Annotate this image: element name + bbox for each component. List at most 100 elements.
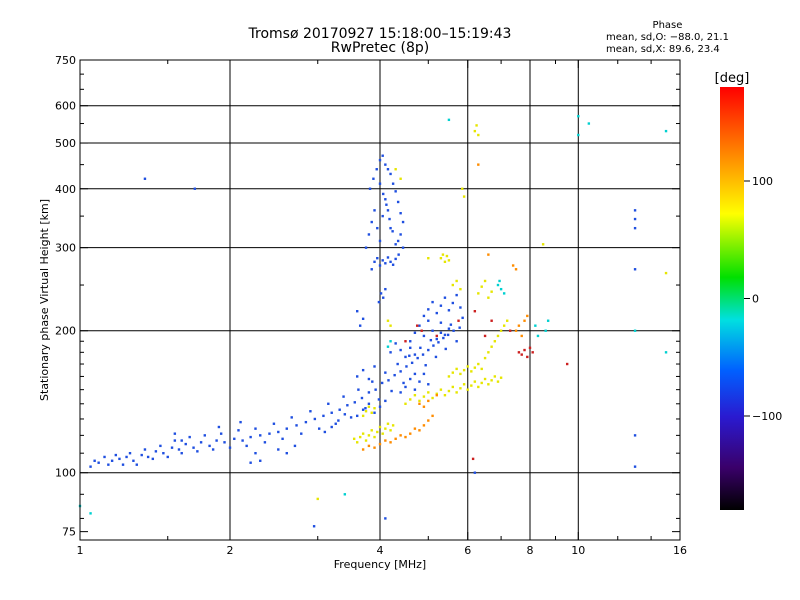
scatter-point bbox=[480, 367, 483, 371]
scatter-point bbox=[459, 287, 462, 291]
scatter-point bbox=[401, 220, 405, 224]
scatter-point bbox=[396, 239, 400, 243]
scatter-point bbox=[367, 405, 371, 408]
scatter-point bbox=[462, 383, 466, 386]
scatter-point bbox=[259, 434, 262, 437]
scatter-point bbox=[502, 292, 506, 295]
scatter-point bbox=[402, 381, 405, 385]
colorbar-label: [deg] bbox=[715, 71, 750, 86]
scatter-point bbox=[233, 437, 236, 441]
scatter-point bbox=[422, 395, 426, 398]
scatter-point bbox=[664, 351, 668, 354]
scatter-point bbox=[514, 329, 518, 332]
scatter-point bbox=[378, 239, 382, 243]
scatter-point bbox=[128, 451, 132, 455]
scatter-point bbox=[381, 259, 384, 262]
colorbar-tick-label: 100 bbox=[752, 175, 773, 188]
scatter-point bbox=[316, 497, 319, 501]
scatter-point bbox=[394, 257, 397, 261]
scatter-point bbox=[192, 446, 195, 449]
scatter-point bbox=[487, 296, 490, 299]
scatter-point bbox=[377, 398, 381, 401]
scatter-point bbox=[410, 361, 414, 365]
scatter-point bbox=[143, 177, 147, 180]
scatter-point bbox=[317, 427, 321, 430]
scatter-point bbox=[380, 381, 384, 385]
scatter-point bbox=[135, 463, 138, 466]
scatter-point bbox=[422, 372, 426, 376]
scatter-point bbox=[435, 392, 438, 395]
scatter-point bbox=[399, 391, 402, 394]
scatter-point bbox=[199, 441, 203, 444]
scatter-point bbox=[439, 331, 443, 334]
scatter-point bbox=[517, 324, 521, 327]
scatter-point bbox=[375, 168, 378, 171]
scatter-point bbox=[531, 351, 534, 354]
scatter-point bbox=[378, 182, 382, 185]
scatter-point bbox=[349, 416, 353, 419]
scatter-point bbox=[343, 413, 347, 416]
colorbar bbox=[720, 87, 744, 510]
scatter-point bbox=[427, 419, 430, 422]
scatter-point bbox=[154, 450, 158, 453]
scatter-point bbox=[103, 455, 106, 459]
scatter-point bbox=[343, 493, 347, 496]
scatter-point bbox=[577, 115, 580, 118]
phase-stats-header: Phase bbox=[652, 20, 683, 31]
scatter-point bbox=[381, 432, 384, 435]
scatter-point bbox=[388, 217, 391, 221]
scatter-point bbox=[445, 254, 449, 258]
scatter-point bbox=[487, 253, 490, 256]
scatter-point bbox=[434, 355, 438, 359]
scatter-point bbox=[360, 396, 364, 400]
scatter-point bbox=[458, 326, 461, 329]
scatter-point bbox=[633, 329, 637, 332]
scatter-point bbox=[170, 446, 174, 449]
scatter-point bbox=[330, 425, 333, 429]
scatter-point bbox=[107, 463, 110, 466]
scatter-point bbox=[396, 362, 399, 366]
scatter-point bbox=[396, 200, 400, 204]
scatter-point bbox=[508, 329, 512, 332]
scatter-point bbox=[377, 300, 381, 304]
scatter-point bbox=[373, 407, 376, 410]
scatter-point bbox=[451, 385, 455, 389]
scatter-point bbox=[473, 366, 477, 369]
scatter-point bbox=[381, 154, 384, 157]
scatter-point bbox=[384, 287, 387, 291]
scatter-point bbox=[633, 434, 637, 437]
scatter-point bbox=[587, 122, 591, 125]
scatter-point bbox=[470, 370, 473, 373]
scatter-point bbox=[394, 342, 397, 345]
scatter-point bbox=[496, 283, 500, 287]
scatter-point bbox=[355, 310, 359, 313]
scatter-point bbox=[446, 333, 450, 337]
scatter-point bbox=[390, 389, 393, 393]
scatter-point bbox=[313, 417, 317, 421]
scatter-point bbox=[461, 187, 464, 190]
scatter-point bbox=[435, 334, 438, 338]
scatter-point bbox=[447, 309, 451, 312]
scatter-point bbox=[496, 380, 500, 383]
scatter-point bbox=[376, 226, 379, 230]
scatter-point bbox=[401, 246, 405, 249]
scatter-point bbox=[544, 329, 547, 332]
scatter-point bbox=[422, 405, 426, 408]
scatter-point bbox=[304, 420, 308, 424]
scatter-point bbox=[327, 402, 330, 405]
scatter-point bbox=[408, 354, 411, 357]
scatter-point bbox=[528, 346, 532, 350]
scatter-point bbox=[514, 268, 518, 271]
scatter-point bbox=[374, 388, 377, 391]
scatter-point bbox=[245, 444, 248, 448]
y-tick-label: 500 bbox=[55, 137, 76, 150]
scatter-point bbox=[397, 253, 400, 256]
scatter-point bbox=[447, 259, 451, 262]
scatter-point bbox=[447, 389, 451, 393]
scatter-point bbox=[263, 441, 267, 444]
scatter-points bbox=[78, 115, 668, 528]
scatter-point bbox=[496, 334, 500, 338]
scatter-point bbox=[361, 414, 365, 418]
scatter-point bbox=[633, 217, 637, 221]
scatter-point bbox=[490, 345, 493, 348]
